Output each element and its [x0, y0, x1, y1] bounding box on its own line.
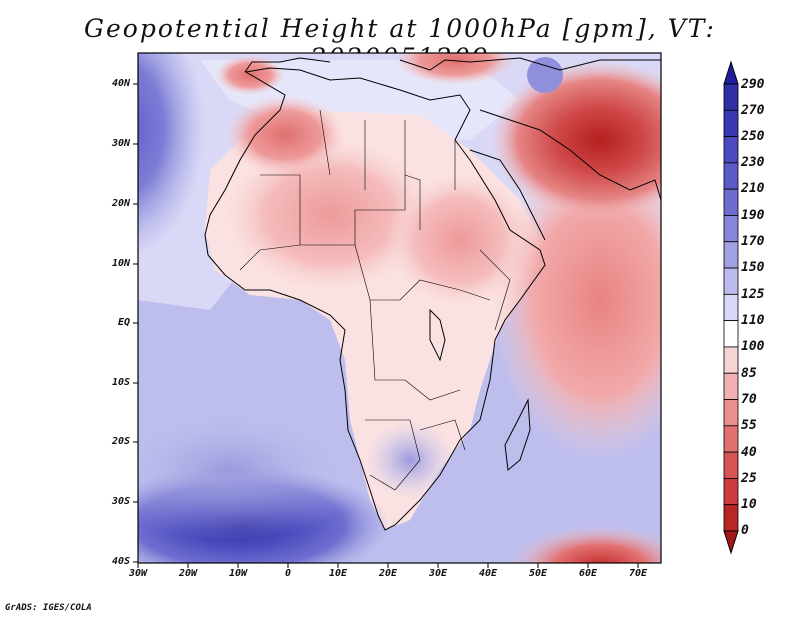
colorbar-swatch [723, 320, 739, 348]
colorbar-swatch [723, 504, 739, 532]
colorbar-label: 55 [741, 418, 757, 433]
colorbar-label: 85 [741, 366, 757, 381]
colorbar-label: 210 [741, 181, 765, 196]
colorbar-label: 110 [741, 313, 765, 328]
colorbar-swatch [723, 425, 739, 453]
border-central-africa [354, 244, 491, 301]
footer-credit: GrADS: IGES/COLA [5, 603, 92, 613]
colorbar-label: 70 [741, 392, 757, 407]
caspian-low [527, 57, 563, 93]
lat-label: 20S [111, 436, 130, 447]
coastlines [204, 57, 661, 531]
colorbar-label: 250 [741, 129, 765, 144]
colorbar-swatch [723, 267, 739, 295]
lat-label: 40S [111, 556, 130, 567]
colorbar-top-arrow [723, 60, 739, 85]
red-sea-coast [469, 149, 546, 241]
lat-label: 20N [111, 198, 130, 209]
colorbar-swatch [723, 399, 739, 427]
colorbar-label: 40 [741, 445, 757, 460]
border-congo-angola [369, 299, 461, 401]
colorbar-swatch [723, 293, 739, 322]
lat-label: 40N [111, 78, 130, 89]
lon-label: 70E [628, 568, 648, 579]
europe-coast [399, 57, 661, 71]
colorbar-swatch [723, 346, 739, 374]
morocco-warm-region [225, 95, 345, 175]
colorbar-label: 190 [741, 208, 765, 223]
colorbar-label: 150 [741, 260, 765, 275]
southern-africa-region [365, 420, 455, 500]
border-sahel [260, 174, 421, 246]
colorbar-swatch [723, 162, 739, 190]
colorbar-swatch [723, 451, 739, 479]
colorbar-label: 170 [741, 234, 765, 249]
southern-ocean-warm-region [510, 525, 661, 563]
lon-label: 30E [428, 568, 448, 579]
colorbar-bottom-arrow [723, 530, 739, 555]
country-borders [239, 109, 511, 491]
plot-frame [137, 52, 662, 564]
colorbar-label: 25 [741, 471, 757, 486]
colorbar-label: 230 [741, 155, 765, 170]
lat-label: 10S [111, 377, 130, 388]
colorbar-label: 10 [741, 497, 757, 512]
colorbar-swatch [723, 372, 739, 400]
lon-label: 0 [284, 568, 292, 579]
lat-label: 10N [111, 258, 130, 269]
atlantic-north-low [138, 53, 220, 260]
colorbar-swatch [723, 478, 739, 506]
lon-label: 60E [578, 568, 598, 579]
africa-coastline [204, 67, 546, 531]
colorbar-label: 125 [741, 287, 765, 302]
colorbar-boxes [723, 83, 739, 532]
indian-ocean-warm-region [490, 140, 661, 460]
colorbar-label: 0 [741, 523, 749, 538]
lon-label: 10W [228, 568, 248, 579]
iberia-coast [244, 57, 331, 73]
lon-label: 20E [378, 568, 398, 579]
colorbar-swatch [723, 215, 739, 243]
colorbar-label: 100 [741, 339, 765, 354]
lon-label: 20W [178, 568, 198, 579]
axis-ticks [133, 83, 639, 568]
colorbar-swatch [723, 188, 739, 216]
border-west-east [239, 244, 511, 331]
colorbar-swatch [723, 241, 739, 269]
lat-label: EQ [117, 317, 130, 328]
colorbar-label: 270 [741, 103, 765, 118]
colorbar-label: 290 [741, 77, 765, 92]
arabia-coast [479, 109, 661, 201]
lat-label: 30N [111, 138, 130, 149]
south-atlantic-region [138, 400, 370, 540]
colorbar-swatch [723, 136, 739, 164]
middle-east-high-region [490, 60, 661, 220]
lon-label: 30W [128, 568, 148, 579]
border-north-africa [319, 109, 456, 190]
lon-label: 10E [328, 568, 348, 579]
lon-label: 40E [478, 568, 498, 579]
border-southern-africa [365, 419, 466, 491]
colorbar-swatch [723, 109, 739, 137]
colorbar-swatch [723, 83, 739, 111]
madagascar-coast [504, 398, 531, 471]
lon-label: 50E [528, 568, 548, 579]
lake-victoria [429, 308, 446, 362]
lat-label: 30S [111, 496, 130, 507]
